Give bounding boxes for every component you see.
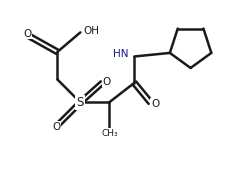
Text: O: O — [23, 29, 32, 38]
Text: O: O — [103, 77, 111, 87]
Text: S: S — [77, 96, 84, 109]
Text: CH₃: CH₃ — [102, 129, 119, 138]
Text: O: O — [52, 121, 60, 132]
Text: OH: OH — [83, 26, 99, 36]
Text: HN: HN — [113, 49, 129, 59]
Text: O: O — [151, 99, 159, 108]
